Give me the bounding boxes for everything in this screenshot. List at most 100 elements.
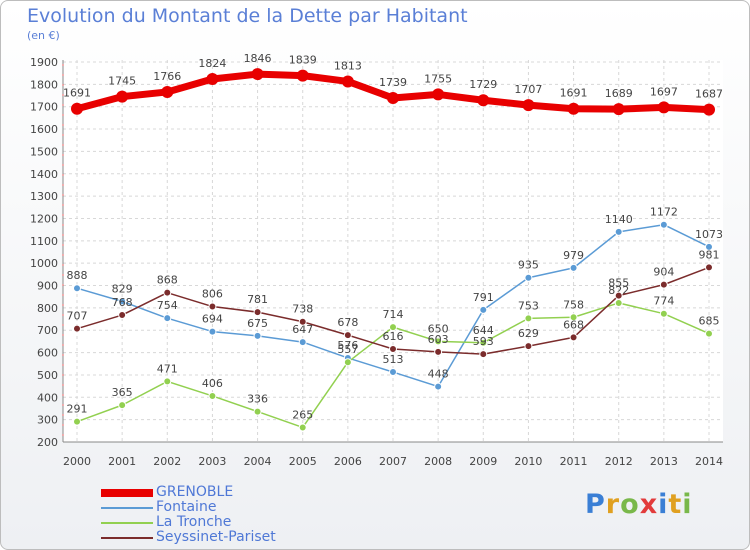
y-tick-label: 1200	[30, 212, 58, 225]
data-label: 616	[383, 330, 404, 343]
data-point	[71, 102, 83, 115]
data-label: 791	[473, 291, 494, 304]
chart-title: Evolution du Montant de la Dette par Hab…	[27, 5, 468, 27]
data-point	[659, 309, 668, 318]
data-point	[163, 314, 172, 323]
data-point	[253, 331, 262, 340]
data-label: 1691	[63, 87, 91, 100]
legend-swatch-grenoble	[101, 489, 153, 497]
y-tick-label: 1600	[30, 123, 58, 136]
data-point	[163, 377, 172, 386]
data-label: 678	[337, 316, 358, 329]
logo-letter: r	[605, 489, 621, 520]
x-tick-label: 2010	[514, 455, 542, 468]
y-tick-label: 1800	[30, 78, 58, 91]
data-label: 365	[112, 386, 133, 399]
data-point	[524, 342, 533, 351]
data-point	[118, 311, 127, 320]
proxiti-logo: Proxiti	[585, 489, 693, 520]
data-point	[163, 288, 172, 297]
data-point	[659, 280, 668, 289]
data-label: 629	[518, 327, 539, 340]
data-point	[389, 323, 397, 332]
x-tick-label: 2002	[153, 455, 181, 468]
data-point	[524, 314, 533, 323]
y-tick-label: 800	[37, 302, 58, 315]
data-point	[251, 68, 264, 81]
logo-letter: P	[585, 489, 606, 520]
data-label: 557	[337, 343, 358, 356]
data-point	[387, 91, 399, 104]
data-label: 935	[518, 259, 539, 272]
data-label: 650	[428, 322, 449, 335]
legend-swatch-fontaine	[101, 507, 153, 509]
data-label: 1824	[198, 57, 226, 70]
logo-letter: t	[668, 489, 683, 520]
data-label: 904	[653, 266, 674, 279]
y-tick-label: 600	[37, 347, 58, 360]
data-label: 513	[383, 353, 404, 366]
data-label: 291	[67, 403, 88, 416]
data-point	[298, 317, 307, 326]
data-label: 593	[473, 335, 494, 348]
data-point	[479, 305, 488, 314]
data-label: 675	[247, 317, 268, 330]
data-point	[73, 284, 81, 293]
data-point	[434, 382, 443, 391]
data-point	[161, 85, 174, 98]
x-tick-label: 2013	[650, 455, 678, 468]
data-point	[118, 401, 127, 410]
data-point	[73, 324, 81, 333]
data-label: 406	[202, 377, 223, 390]
data-label: 714	[383, 308, 404, 321]
x-tick-label: 2007	[379, 455, 407, 468]
data-label: 707	[67, 310, 88, 323]
y-tick-label: 400	[37, 391, 58, 404]
data-label: 806	[202, 288, 223, 301]
legend-label: GRENOBLE	[156, 484, 234, 500]
legend-swatch-la-tronche	[101, 522, 153, 524]
data-point	[118, 297, 127, 306]
data-label: 768	[112, 296, 133, 309]
data-point	[253, 407, 262, 416]
y-tick-label: 200	[37, 436, 58, 449]
data-label: 1697	[650, 85, 678, 98]
data-point	[298, 423, 307, 432]
logo-letter: x	[639, 489, 659, 520]
data-point	[208, 327, 217, 336]
x-tick-label: 2006	[334, 455, 362, 468]
data-point	[569, 313, 578, 322]
data-label: 981	[699, 248, 720, 261]
data-point	[434, 347, 443, 356]
data-point	[253, 308, 262, 317]
data-point	[389, 368, 397, 377]
data-point	[73, 417, 81, 426]
data-label: 1689	[605, 87, 633, 100]
data-point	[567, 102, 580, 115]
x-tick-label: 2003	[198, 455, 226, 468]
data-label: 1846	[244, 52, 272, 65]
data-label: 1813	[334, 59, 362, 72]
chart-unit-label: (en €)	[27, 29, 60, 42]
y-tick-label: 700	[37, 324, 58, 337]
data-point	[479, 350, 488, 359]
y-tick-label: 1500	[30, 145, 58, 158]
legend-label: Seyssinet-Pariset	[156, 529, 276, 545]
logo-letter: i	[658, 489, 669, 520]
data-label: 774	[653, 295, 674, 308]
data-label: 829	[112, 282, 133, 295]
logo-letter: i	[682, 489, 693, 520]
data-point	[341, 75, 354, 88]
data-point	[705, 329, 713, 338]
logo-letter: o	[620, 489, 640, 520]
data-point	[343, 331, 352, 340]
data-label: 855	[608, 277, 629, 290]
data-point	[432, 88, 445, 101]
data-point	[614, 298, 623, 307]
data-point	[569, 263, 578, 272]
y-tick-label: 1700	[30, 101, 58, 114]
data-label: 448	[428, 368, 449, 381]
data-point	[343, 358, 352, 367]
data-label: 754	[157, 299, 178, 312]
data-label: 1172	[650, 206, 678, 219]
